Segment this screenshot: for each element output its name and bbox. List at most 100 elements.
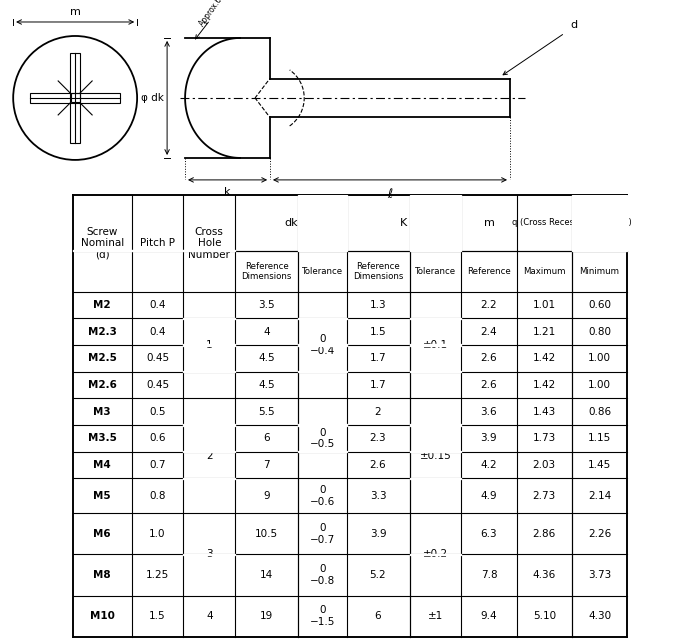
Text: 2.6: 2.6: [481, 353, 497, 364]
Bar: [183, 478, 235, 479]
Bar: [30, 93, 120, 103]
Bar: [183, 424, 235, 426]
Bar: [298, 318, 346, 319]
Text: 1.0: 1.0: [149, 529, 166, 539]
Text: 4.36: 4.36: [533, 570, 556, 580]
Text: Approx.65°: Approx.65°: [197, 0, 230, 28]
Text: 2.86: 2.86: [533, 529, 556, 539]
Text: 4.5: 4.5: [258, 353, 275, 364]
Text: 19: 19: [260, 611, 273, 621]
Text: Tolerance: Tolerance: [415, 266, 456, 275]
Text: Pitch P: Pitch P: [140, 238, 175, 249]
Text: 0
−0.7: 0 −0.7: [309, 523, 335, 544]
Text: k: k: [224, 187, 231, 197]
Text: 10.5: 10.5: [255, 529, 279, 539]
Bar: [298, 451, 346, 452]
Bar: [183, 318, 235, 319]
Text: 5.5: 5.5: [258, 406, 275, 417]
Text: M10: M10: [90, 611, 115, 621]
Text: 0
−0.6: 0 −0.6: [309, 485, 335, 507]
Text: ±0.2: ±0.2: [423, 550, 448, 559]
Text: 2.4: 2.4: [481, 327, 497, 337]
Bar: [183, 554, 235, 555]
Bar: [183, 250, 235, 251]
Text: m: m: [484, 218, 494, 227]
Text: 0.80: 0.80: [588, 327, 611, 337]
Text: ±0.1: ±0.1: [423, 340, 448, 350]
Text: ±1: ±1: [428, 611, 443, 621]
Text: 14: 14: [260, 570, 273, 580]
Text: Screw
Nominal
(d): Screw Nominal (d): [80, 227, 124, 260]
Text: 5.2: 5.2: [370, 570, 386, 580]
Text: 1.43: 1.43: [533, 406, 556, 417]
Text: M4: M4: [93, 460, 111, 470]
Bar: [183, 371, 235, 373]
Text: 0
−0.4: 0 −0.4: [309, 334, 335, 356]
Text: 1.5: 1.5: [370, 327, 386, 337]
Text: 0.86: 0.86: [588, 406, 611, 417]
Text: M3: M3: [93, 406, 111, 417]
Bar: [298, 344, 346, 346]
Text: 1.7: 1.7: [370, 353, 386, 364]
Text: dk: dk: [284, 218, 298, 227]
Text: Tolerance: Tolerance: [302, 266, 343, 275]
Text: M2: M2: [93, 300, 111, 310]
Text: 0.8: 0.8: [149, 491, 166, 501]
Text: 4: 4: [206, 611, 213, 621]
Text: 4.2: 4.2: [481, 460, 497, 470]
Text: Reference
Dimensions: Reference Dimensions: [241, 261, 292, 281]
Text: 6: 6: [374, 611, 382, 621]
Text: 3.73: 3.73: [588, 570, 611, 580]
Text: 4: 4: [263, 327, 270, 337]
Bar: [132, 250, 183, 251]
Text: 4.9: 4.9: [481, 491, 497, 501]
Text: 0
−1.5: 0 −1.5: [309, 605, 335, 627]
Text: Minimum: Minimum: [580, 266, 620, 275]
Bar: [73, 250, 132, 251]
Text: 2.14: 2.14: [588, 491, 611, 501]
Text: Cross
Hole
Number: Cross Hole Number: [188, 227, 230, 260]
Text: $\ell$: $\ell$: [386, 187, 393, 201]
Text: 1.42: 1.42: [533, 353, 556, 364]
Bar: [183, 344, 235, 346]
Text: 1: 1: [206, 340, 213, 350]
Text: 2.26: 2.26: [588, 529, 611, 539]
Text: 3.9: 3.9: [370, 529, 386, 539]
Bar: [298, 371, 346, 373]
Bar: [410, 371, 461, 373]
Text: 0.6: 0.6: [149, 433, 166, 443]
Text: 2.73: 2.73: [533, 491, 556, 501]
Text: 0
−0.5: 0 −0.5: [309, 427, 335, 449]
Bar: [410, 478, 461, 479]
Text: 1.01: 1.01: [533, 300, 556, 310]
Text: K: K: [400, 218, 407, 227]
Text: d: d: [570, 20, 577, 30]
Text: 3.5: 3.5: [258, 300, 275, 310]
Text: M3.5: M3.5: [88, 433, 117, 443]
Bar: [410, 424, 461, 426]
Text: 0.5: 0.5: [149, 406, 166, 417]
Bar: [410, 554, 461, 555]
Text: ±0.15: ±0.15: [419, 450, 452, 461]
Bar: [410, 195, 461, 250]
Text: 1.45: 1.45: [588, 460, 611, 470]
Text: 1.00: 1.00: [588, 380, 611, 390]
Text: 0
−0.8: 0 −0.8: [309, 564, 335, 586]
Text: 1.00: 1.00: [588, 353, 611, 364]
Bar: [71, 93, 80, 102]
Text: M2.6: M2.6: [88, 380, 117, 390]
Text: 3.9: 3.9: [481, 433, 497, 443]
Text: 6.3: 6.3: [481, 529, 497, 539]
Text: 7.8: 7.8: [481, 570, 497, 580]
Text: 2.03: 2.03: [533, 460, 556, 470]
Text: 2: 2: [374, 406, 382, 417]
Text: Reference: Reference: [467, 266, 511, 275]
Text: 3: 3: [206, 550, 213, 559]
Text: 2: 2: [206, 450, 213, 461]
Bar: [410, 451, 461, 452]
Text: m: m: [70, 7, 80, 17]
Text: M5: M5: [93, 491, 111, 501]
Text: 1.5: 1.5: [149, 611, 166, 621]
Bar: [410, 318, 461, 319]
Text: q (Cross Recess Hole Depth): q (Cross Recess Hole Depth): [512, 219, 632, 227]
